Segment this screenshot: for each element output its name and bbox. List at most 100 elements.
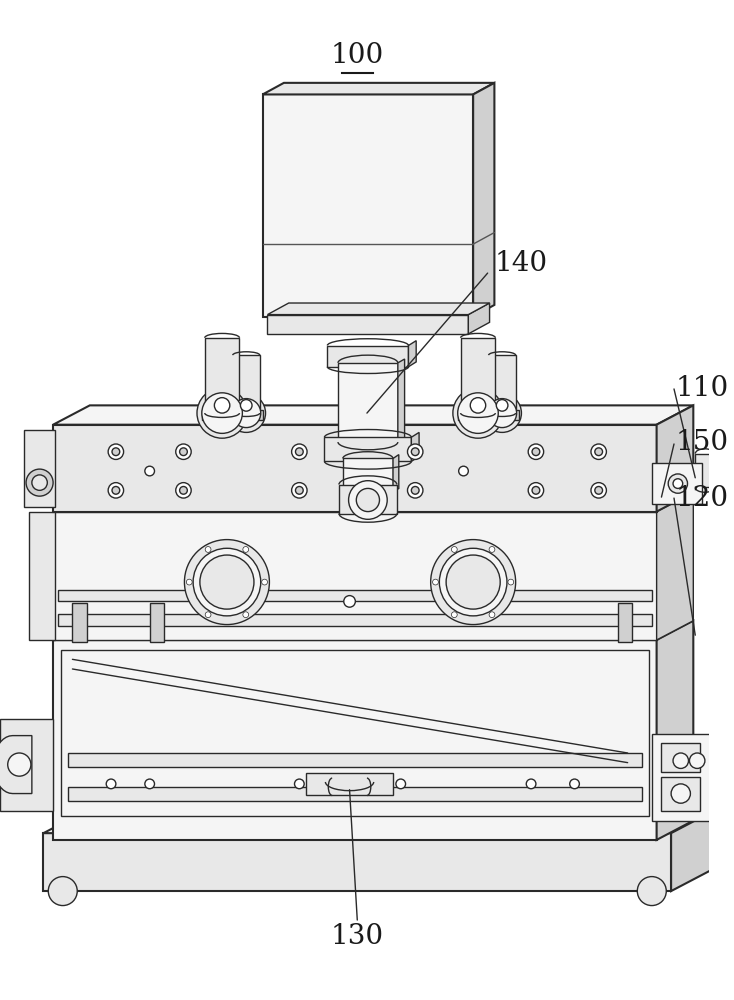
Circle shape xyxy=(668,474,688,493)
Circle shape xyxy=(451,612,457,618)
Circle shape xyxy=(411,448,419,456)
Circle shape xyxy=(487,399,517,428)
Circle shape xyxy=(197,388,247,438)
Polygon shape xyxy=(53,405,694,425)
Circle shape xyxy=(186,579,192,585)
Polygon shape xyxy=(671,812,712,891)
Circle shape xyxy=(243,547,249,552)
Circle shape xyxy=(570,779,579,789)
Text: 110: 110 xyxy=(676,375,729,402)
Bar xyxy=(205,338,239,413)
Bar xyxy=(58,590,652,601)
Circle shape xyxy=(432,579,438,585)
Circle shape xyxy=(206,547,211,552)
Circle shape xyxy=(32,475,47,490)
Circle shape xyxy=(241,400,252,411)
Bar xyxy=(263,94,473,317)
Circle shape xyxy=(108,483,123,498)
Circle shape xyxy=(243,612,249,618)
Bar xyxy=(652,463,702,504)
Circle shape xyxy=(193,548,261,616)
Circle shape xyxy=(200,555,254,609)
Circle shape xyxy=(459,466,468,476)
Circle shape xyxy=(108,444,123,459)
Bar xyxy=(230,410,263,420)
Circle shape xyxy=(8,753,31,776)
Polygon shape xyxy=(408,341,416,367)
Text: 150: 150 xyxy=(676,429,729,456)
Circle shape xyxy=(483,394,521,432)
Bar xyxy=(73,603,87,642)
Circle shape xyxy=(291,483,307,498)
Circle shape xyxy=(451,547,457,552)
Circle shape xyxy=(470,398,486,413)
Circle shape xyxy=(489,547,495,552)
Circle shape xyxy=(112,448,120,456)
Circle shape xyxy=(349,481,388,519)
Bar xyxy=(324,437,411,461)
Bar xyxy=(306,773,393,795)
Polygon shape xyxy=(53,621,694,640)
Bar xyxy=(486,410,518,420)
Bar xyxy=(339,485,397,514)
Bar xyxy=(43,833,671,891)
Circle shape xyxy=(532,448,539,456)
Circle shape xyxy=(184,540,269,625)
Bar xyxy=(338,363,398,442)
Text: 100: 100 xyxy=(330,42,384,69)
Circle shape xyxy=(26,469,53,496)
Polygon shape xyxy=(468,303,490,334)
Polygon shape xyxy=(657,492,694,640)
Bar xyxy=(24,430,55,507)
Bar xyxy=(343,458,393,492)
Circle shape xyxy=(407,444,423,459)
Bar xyxy=(68,787,642,801)
Circle shape xyxy=(48,877,77,906)
Bar xyxy=(661,777,700,811)
Polygon shape xyxy=(657,621,694,840)
Bar xyxy=(618,603,633,642)
Circle shape xyxy=(637,877,666,906)
Bar xyxy=(53,640,657,840)
Circle shape xyxy=(175,444,191,459)
Circle shape xyxy=(440,548,507,616)
Circle shape xyxy=(595,486,603,494)
Text: 140: 140 xyxy=(495,250,548,277)
Polygon shape xyxy=(393,455,399,492)
Bar xyxy=(61,650,649,816)
Bar xyxy=(53,425,657,512)
Circle shape xyxy=(528,483,544,498)
Bar xyxy=(458,410,498,420)
Circle shape xyxy=(112,486,120,494)
Bar xyxy=(461,338,495,413)
Circle shape xyxy=(145,466,154,476)
Circle shape xyxy=(591,483,606,498)
Circle shape xyxy=(344,596,355,607)
Bar xyxy=(0,719,53,811)
Polygon shape xyxy=(0,736,32,794)
Polygon shape xyxy=(411,432,419,461)
Circle shape xyxy=(262,579,267,585)
Polygon shape xyxy=(43,812,712,833)
Bar xyxy=(267,315,468,334)
Polygon shape xyxy=(657,405,694,512)
Circle shape xyxy=(180,448,187,456)
Circle shape xyxy=(396,779,406,789)
Circle shape xyxy=(227,394,266,432)
Circle shape xyxy=(689,753,705,768)
Circle shape xyxy=(296,448,303,456)
Bar xyxy=(202,410,242,420)
Circle shape xyxy=(528,444,544,459)
Circle shape xyxy=(106,779,116,789)
Polygon shape xyxy=(263,83,495,94)
Bar xyxy=(233,355,260,413)
Circle shape xyxy=(526,779,536,789)
Circle shape xyxy=(508,579,514,585)
Circle shape xyxy=(214,398,230,413)
Circle shape xyxy=(458,393,498,433)
Circle shape xyxy=(496,400,508,411)
Circle shape xyxy=(232,399,261,428)
Circle shape xyxy=(431,540,516,625)
Circle shape xyxy=(453,388,503,438)
Circle shape xyxy=(175,483,191,498)
